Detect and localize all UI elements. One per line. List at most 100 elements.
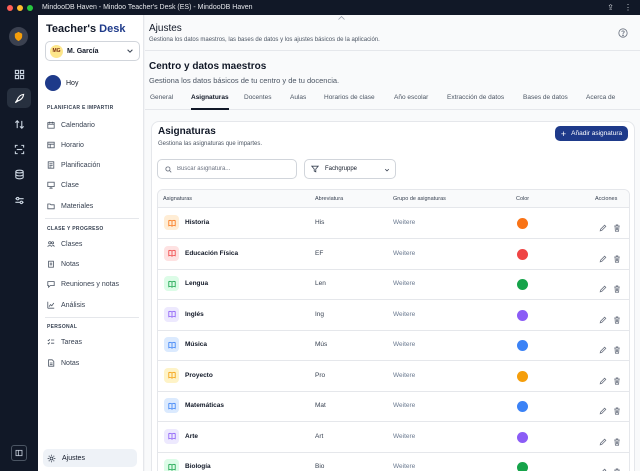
- avatar: MG: [50, 44, 63, 58]
- subject-name: Lengua: [185, 280, 209, 287]
- table-row[interactable]: Arte Art Weitere: [158, 422, 629, 453]
- trash-icon[interactable]: [613, 311, 621, 324]
- user-switcher[interactable]: MG M. García: [45, 41, 140, 61]
- tab-timetables[interactable]: Horarios de clase: [324, 94, 375, 101]
- pencil-icon[interactable]: [599, 463, 607, 471]
- database-icon[interactable]: [7, 164, 31, 184]
- sidebar-item-notes[interactable]: Notas: [47, 359, 79, 367]
- sidebar-divider: [45, 317, 139, 318]
- subject-group-filter[interactable]: Fachgruppe: [304, 159, 396, 179]
- sidebar-item-grades[interactable]: Notas: [47, 260, 79, 268]
- dashboard-icon[interactable]: [7, 64, 31, 84]
- tab-rooms[interactable]: Aulas: [290, 94, 307, 101]
- clipboard-icon: [48, 260, 54, 268]
- tab-general[interactable]: General: [150, 94, 174, 101]
- sidebar-item-planning[interactable]: Planificación: [47, 161, 100, 169]
- table-row[interactable]: Lengua Len Weitere: [158, 269, 629, 300]
- pencil-icon[interactable]: [599, 250, 607, 262]
- book-open-icon: [164, 306, 179, 322]
- tab-data-extraction[interactable]: Extracción de datos: [447, 94, 505, 101]
- tab-subjects[interactable]: Asignaturas: [191, 94, 229, 110]
- tab-databases[interactable]: Bases de datos: [523, 94, 568, 101]
- add-subject-button[interactable]: + Añadir asignatura: [555, 126, 628, 141]
- trash-icon[interactable]: [613, 219, 621, 232]
- subject-abbreviation: Mús: [315, 341, 328, 348]
- trash-icon[interactable]: [613, 341, 621, 354]
- trash-icon[interactable]: [613, 463, 621, 471]
- color-swatch: [517, 340, 528, 351]
- chart-icon: [47, 301, 55, 309]
- subject-abbreviation: Mat: [315, 402, 326, 409]
- schedule-icon: [47, 141, 55, 149]
- chevron-down-icon: [127, 49, 133, 53]
- pencil-icon[interactable]: [599, 433, 607, 445]
- collapse-sidebar-icon[interactable]: [11, 445, 27, 461]
- sidebar-item-meetings[interactable]: Reuniones y notas: [47, 280, 119, 288]
- pencil-icon[interactable]: [599, 311, 607, 323]
- pencil-icon[interactable]: [599, 341, 607, 354]
- sidebar-item-schedule[interactable]: Horario: [47, 141, 84, 149]
- zoom-window-button[interactable]: [27, 4, 33, 11]
- trash-icon[interactable]: [613, 372, 621, 385]
- color-swatch: [517, 401, 528, 412]
- tab-school-year[interactable]: Año escolar: [394, 94, 429, 101]
- search-input[interactable]: [176, 166, 296, 172]
- table-row[interactable]: Inglés Ing Weitere: [158, 300, 629, 331]
- checklist-icon: [47, 338, 55, 345]
- subjects-card: Asignaturas Gestiona las asignaturas que…: [151, 121, 635, 471]
- pencil-icon[interactable]: [599, 219, 607, 232]
- tab-about[interactable]: Acerca de: [586, 94, 616, 101]
- table-row[interactable]: Proyecto Pro Weitere: [158, 361, 629, 392]
- pencil-icon[interactable]: [599, 372, 607, 384]
- sidebar-item-calendar[interactable]: Calendario: [47, 121, 95, 129]
- sidebar-item-today[interactable]: Hoy: [45, 75, 78, 91]
- table-row[interactable]: Biología Bio Weitere: [158, 452, 629, 471]
- header-subject: Asignaturas: [163, 196, 193, 202]
- trash-icon[interactable]: [613, 280, 621, 293]
- rocket-badge-icon: [45, 75, 61, 91]
- help-icon[interactable]: [618, 28, 628, 38]
- section-plan-teach: PLANIFICAR E IMPARTIR: [47, 105, 114, 111]
- subject-name: Historia: [185, 219, 210, 226]
- sidebar-item-class[interactable]: Clase: [47, 181, 79, 189]
- sidebar-item-tasks[interactable]: Tareas: [47, 338, 82, 346]
- settings-tabs: General Asignaturas Docentes Aulas Horar…: [145, 94, 640, 110]
- table-row[interactable]: Educación Física EF Weitere: [158, 239, 629, 270]
- sidebar-item-materials[interactable]: Materiales: [47, 202, 93, 210]
- arrows-sort-icon[interactable]: [7, 114, 31, 134]
- window-menu-icon[interactable]: ⋮: [624, 3, 632, 12]
- note-icon: [48, 359, 55, 367]
- resize-handle-icon[interactable]: [338, 16, 345, 20]
- book-open-icon: [164, 367, 179, 383]
- sidebar-item-settings[interactable]: Ajustes: [43, 449, 137, 467]
- rocket-icon[interactable]: [7, 88, 31, 108]
- trash-icon[interactable]: [613, 402, 621, 415]
- sidebar-item-analysis[interactable]: Análisis: [47, 301, 85, 309]
- share-icon[interactable]: ⇪: [607, 3, 614, 12]
- tab-teachers[interactable]: Docentes: [244, 94, 272, 101]
- header-color: Color: [516, 196, 530, 202]
- subject-group: Weitere: [393, 249, 416, 257]
- table-row[interactable]: Historia His Weitere: [158, 208, 629, 239]
- trash-icon[interactable]: [613, 433, 621, 446]
- subject-abbreviation: Ing: [315, 310, 325, 318]
- header-actions: Acciones: [595, 196, 618, 202]
- table-row[interactable]: Música Mús Weitere: [158, 330, 629, 361]
- pencil-icon[interactable]: [599, 280, 607, 293]
- close-window-button[interactable]: [7, 4, 13, 11]
- subject-group: Weitere: [393, 463, 416, 470]
- trash-icon[interactable]: [613, 250, 621, 263]
- minimize-window-button[interactable]: [17, 4, 23, 11]
- sidebar-item-classes[interactable]: Clases: [47, 240, 82, 248]
- pencil-icon[interactable]: [599, 402, 607, 415]
- subject-abbreviation: Len: [315, 280, 326, 287]
- subject-group: Weitere: [393, 341, 416, 348]
- sliders-icon[interactable]: [7, 190, 31, 210]
- section-subtitle: Gestiona los datos básicos de tu centro …: [149, 76, 340, 85]
- subject-group: Weitere: [393, 371, 416, 379]
- table-header: Asignaturas Abreviatura Grupo de asignat…: [158, 190, 629, 208]
- scan-icon[interactable]: [7, 139, 31, 159]
- window-titlebar: MindooDB Haven - Mindoo Teacher's Desk (…: [0, 0, 640, 15]
- table-row[interactable]: Matemáticas Mat Weitere: [158, 391, 629, 422]
- subject-name: Biología: [185, 463, 211, 470]
